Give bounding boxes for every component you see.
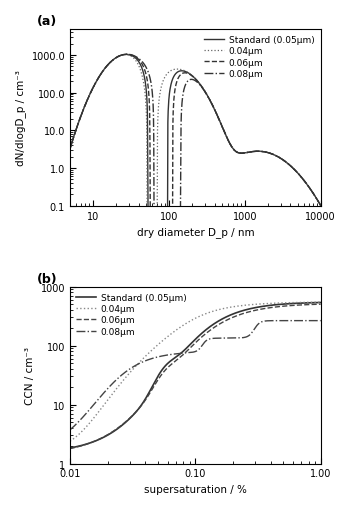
Standard (0.05μm) xyxy=(312,300,317,306)
0.06μm xyxy=(148,215,152,221)
Legend: Standard (0.05μm), 0.04μm, 0.06μm, 0.08μm: Standard (0.05μm), 0.04μm, 0.06μm, 0.08μ… xyxy=(203,34,316,80)
0.04μm xyxy=(83,102,87,108)
0.08μm xyxy=(68,147,72,153)
0.08μm xyxy=(284,160,289,166)
0.06μm xyxy=(221,126,225,132)
Line: 0.04μm: 0.04μm xyxy=(70,55,321,218)
Standard (0.05μm) xyxy=(188,342,193,348)
0.04μm xyxy=(204,311,208,317)
0.06μm xyxy=(228,142,232,148)
0.06μm xyxy=(312,302,317,308)
Line: Standard (0.05μm): Standard (0.05μm) xyxy=(70,303,321,448)
0.04μm xyxy=(145,215,149,221)
Text: (b): (b) xyxy=(37,272,58,285)
0.08μm xyxy=(188,350,193,356)
X-axis label: supersaturation / %: supersaturation / % xyxy=(144,484,247,494)
0.06μm xyxy=(68,147,72,153)
0.08μm xyxy=(221,126,225,132)
0.08μm xyxy=(204,338,208,345)
0.04μm xyxy=(217,307,221,313)
0.04μm xyxy=(228,142,232,148)
0.08μm xyxy=(319,203,323,209)
0.04μm xyxy=(273,300,278,306)
Line: 0.06μm: 0.06μm xyxy=(70,304,321,449)
0.04μm xyxy=(68,438,72,444)
Standard (0.05μm) xyxy=(217,318,221,324)
Standard (0.05μm) xyxy=(68,445,72,451)
0.04μm xyxy=(312,300,317,306)
0.06μm xyxy=(68,446,72,452)
Line: 0.06μm: 0.06μm xyxy=(70,55,321,218)
0.08μm xyxy=(228,142,232,148)
0.08μm xyxy=(68,427,72,433)
0.06μm xyxy=(319,301,323,307)
0.04μm xyxy=(259,149,263,155)
0.04μm xyxy=(214,110,218,117)
0.04μm xyxy=(124,52,128,59)
Standard (0.05μm) xyxy=(83,102,87,108)
0.08μm xyxy=(125,52,129,58)
0.04μm xyxy=(319,203,323,209)
0.06μm xyxy=(214,110,218,117)
Standard (0.05μm) xyxy=(68,147,72,153)
0.06μm xyxy=(319,203,323,209)
0.04μm xyxy=(221,126,225,132)
0.08μm xyxy=(187,350,191,356)
0.06μm xyxy=(273,304,278,310)
0.06μm xyxy=(187,346,191,352)
Text: (a): (a) xyxy=(37,15,58,28)
Line: Standard (0.05μm): Standard (0.05μm) xyxy=(70,55,321,218)
0.08μm xyxy=(319,318,323,324)
Standard (0.05μm) xyxy=(228,142,232,148)
Line: 0.08μm: 0.08μm xyxy=(70,321,321,430)
0.08μm xyxy=(259,149,263,155)
0.06μm xyxy=(217,322,221,328)
0.08μm xyxy=(152,215,156,221)
Standard (0.05μm) xyxy=(214,110,218,117)
Line: 0.04μm: 0.04μm xyxy=(70,302,321,441)
Standard (0.05μm) xyxy=(284,160,289,166)
0.08μm xyxy=(83,102,87,108)
0.06μm xyxy=(125,52,129,58)
X-axis label: dry diameter D_p / nm: dry diameter D_p / nm xyxy=(137,227,254,238)
Legend: Standard (0.05μm), 0.04μm, 0.06μm, 0.08μm: Standard (0.05μm), 0.04μm, 0.06μm, 0.08μ… xyxy=(74,292,188,338)
Standard (0.05μm) xyxy=(221,126,225,132)
Standard (0.05μm) xyxy=(319,203,323,209)
0.06μm xyxy=(284,160,289,166)
0.04μm xyxy=(188,318,193,324)
0.06μm xyxy=(204,331,208,337)
0.04μm xyxy=(319,299,323,305)
0.08μm xyxy=(217,335,221,342)
Standard (0.05μm) xyxy=(273,302,278,308)
Y-axis label: dN/dlogD_p / cm⁻³: dN/dlogD_p / cm⁻³ xyxy=(15,70,26,166)
0.08μm xyxy=(312,318,317,324)
Standard (0.05μm) xyxy=(204,327,208,333)
Standard (0.05μm) xyxy=(259,149,263,155)
0.04μm xyxy=(68,147,72,153)
Line: 0.08μm: 0.08μm xyxy=(70,55,321,218)
0.04μm xyxy=(284,160,289,166)
Y-axis label: CCN / cm⁻³: CCN / cm⁻³ xyxy=(25,347,35,404)
Standard (0.05μm) xyxy=(124,52,128,59)
0.06μm xyxy=(83,102,87,108)
Standard (0.05μm) xyxy=(319,300,323,306)
Standard (0.05μm) xyxy=(146,215,150,221)
0.08μm xyxy=(273,318,278,324)
0.06μm xyxy=(259,149,263,155)
Standard (0.05μm) xyxy=(187,343,191,349)
0.04μm xyxy=(187,319,191,325)
0.08μm xyxy=(214,110,218,117)
0.06μm xyxy=(188,345,193,351)
